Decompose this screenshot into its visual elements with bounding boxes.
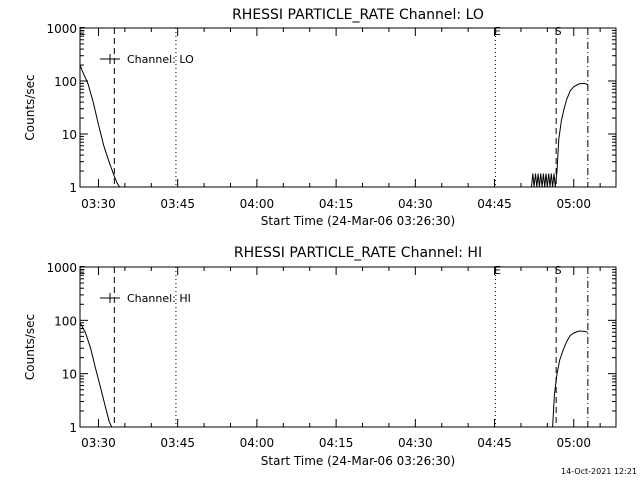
x-tick-label: 04:15 (319, 436, 354, 450)
x-axis-label: Start Time (24-Mar-06 03:26:30) (261, 214, 455, 228)
footer-timestamp: 14-Oct-2021 12:21 (561, 467, 637, 476)
x-tick-label: 04:45 (477, 436, 512, 450)
y-tick-label: 1000 (46, 22, 77, 36)
series-line (79, 322, 113, 428)
x-tick-label: 05:00 (556, 436, 591, 450)
series-line (531, 82, 588, 188)
y-axis-label: Counts/sec (23, 74, 37, 140)
x-tick-label: 04:00 (240, 197, 275, 211)
y-tick-label: 10 (62, 368, 77, 382)
x-tick-label: 03:30 (81, 436, 116, 450)
y-axis-label: Counts/sec (23, 314, 37, 380)
x-tick-label: 03:45 (160, 436, 195, 450)
event-marker-label: E (494, 25, 501, 38)
y-tick-label: 1 (69, 421, 77, 435)
x-axis-label: Start Time (24-Mar-06 03:26:30) (261, 454, 455, 468)
x-tick-label: 04:30 (398, 197, 433, 211)
event-marker-label: E (494, 264, 501, 277)
y-tick-label: 1 (69, 181, 77, 195)
panel-hi: RHESSI PARTICLE_RATE Channel: HI 1 10 100 10… (23, 245, 617, 468)
x-tick-label: 04:15 (319, 197, 354, 211)
y-tick-label: 100 (54, 314, 77, 328)
x-tick-label: 04:45 (477, 197, 512, 211)
y-tick-label: 100 (54, 75, 77, 89)
event-marker-label: E (79, 25, 86, 38)
legend-label: Channel: HI (127, 292, 191, 305)
x-tick-label: 05:00 (556, 197, 591, 211)
plot-frame (79, 266, 617, 428)
event-marker-label: S (555, 264, 562, 277)
series-line (552, 330, 588, 428)
chart-title: RHESSI PARTICLE_RATE Channel: LO (232, 7, 484, 23)
panel-lo: RHESSI PARTICLE_RATE Channel: LO 1 10 100 10… (23, 7, 617, 228)
x-tick-label: 03:45 (160, 197, 195, 211)
x-tick-label: 04:30 (398, 436, 433, 450)
y-tick-label: 1000 (46, 261, 77, 275)
event-marker-label: S (555, 25, 562, 38)
x-tick-label: 03:30 (81, 197, 116, 211)
event-marker-label: E (79, 264, 86, 277)
y-tick-label: 10 (62, 128, 77, 142)
legend-label: Channel: LO (127, 53, 194, 66)
plot-frame (79, 27, 617, 188)
series-line (79, 64, 121, 188)
chart-title: RHESSI PARTICLE_RATE Channel: HI (234, 245, 482, 261)
x-tick-label: 04:00 (240, 436, 275, 450)
